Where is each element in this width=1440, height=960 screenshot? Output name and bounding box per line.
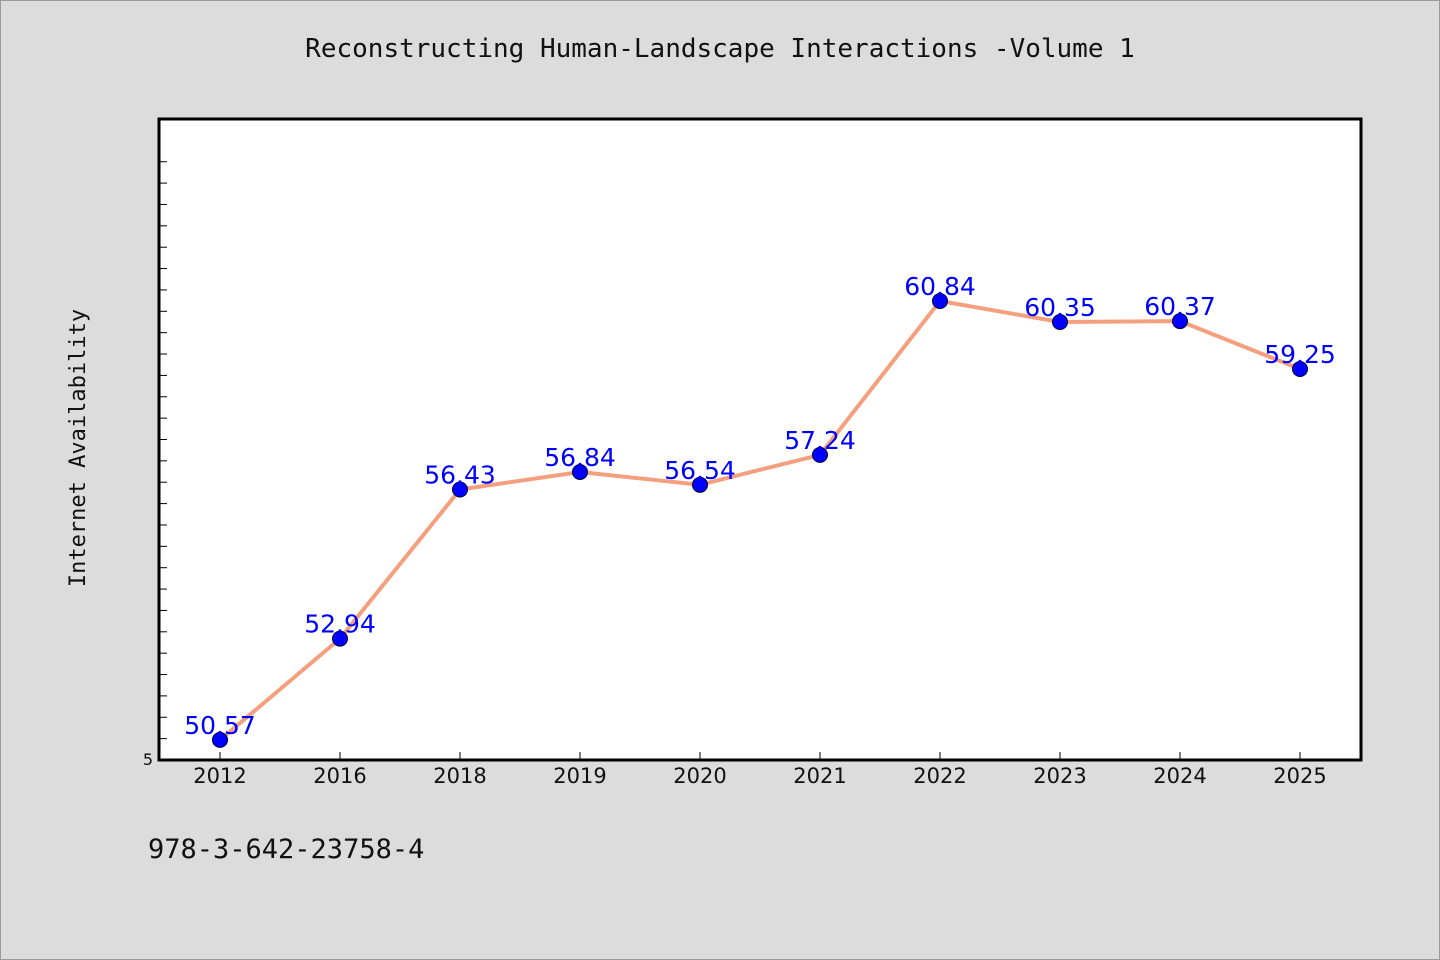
data-label: 52.94	[304, 610, 376, 639]
y-axis-label: Internet Availability	[66, 309, 91, 587]
y-tick-label: 5	[143, 750, 153, 769]
x-tick-label: 2016	[313, 764, 366, 788]
data-label: 56.84	[544, 443, 616, 472]
x-tick-label: 2018	[433, 764, 486, 788]
data-point	[452, 481, 468, 498]
chart-title: Reconstructing Human-Landscape Interacti…	[305, 34, 1135, 64]
data-label: 56.43	[424, 461, 496, 490]
data-label: 56.54	[664, 456, 736, 485]
plot-area	[159, 119, 1361, 760]
x-tick-label: 2024	[1153, 764, 1206, 788]
data-label: 57.24	[784, 426, 856, 455]
series-line	[218, 299, 1302, 742]
x-tick-label: 2021	[793, 764, 846, 788]
data-label: 60.37	[1144, 292, 1216, 321]
plot-frame	[157, 117, 1363, 762]
data-point	[1172, 313, 1188, 330]
data-label: 60.84	[904, 272, 976, 301]
x-tick-label: 2023	[1033, 764, 1086, 788]
x-tick-label: 2022	[913, 764, 966, 788]
data-point	[692, 476, 708, 493]
data-label: 59.25	[1264, 340, 1336, 369]
x-tick-label: 2020	[673, 764, 726, 788]
data-point	[212, 731, 228, 748]
data-point	[932, 293, 948, 309]
data-point	[1292, 361, 1308, 377]
isbn-text: 978-3-642-23758-4	[148, 834, 425, 865]
data-point	[1052, 314, 1068, 330]
data-labels: 50.57 52.94 56.43 56.84 56.54 57.24 60.84 60.35…	[184, 272, 1336, 740]
data-point	[572, 464, 588, 480]
data-label: 50.57	[184, 711, 256, 740]
data-label: 60.35	[1024, 293, 1096, 322]
data-point	[332, 630, 348, 647]
x-tick-label: 2019	[553, 764, 606, 788]
x-tick-label: 2012	[193, 764, 246, 788]
x-axis-ticks: 2012 2016 2018 2019 2020 2021 2022 2023 2024 2025	[193, 752, 1327, 788]
data-markers	[212, 293, 1308, 748]
x-tick-label: 2025	[1273, 764, 1326, 788]
data-point	[812, 446, 828, 463]
